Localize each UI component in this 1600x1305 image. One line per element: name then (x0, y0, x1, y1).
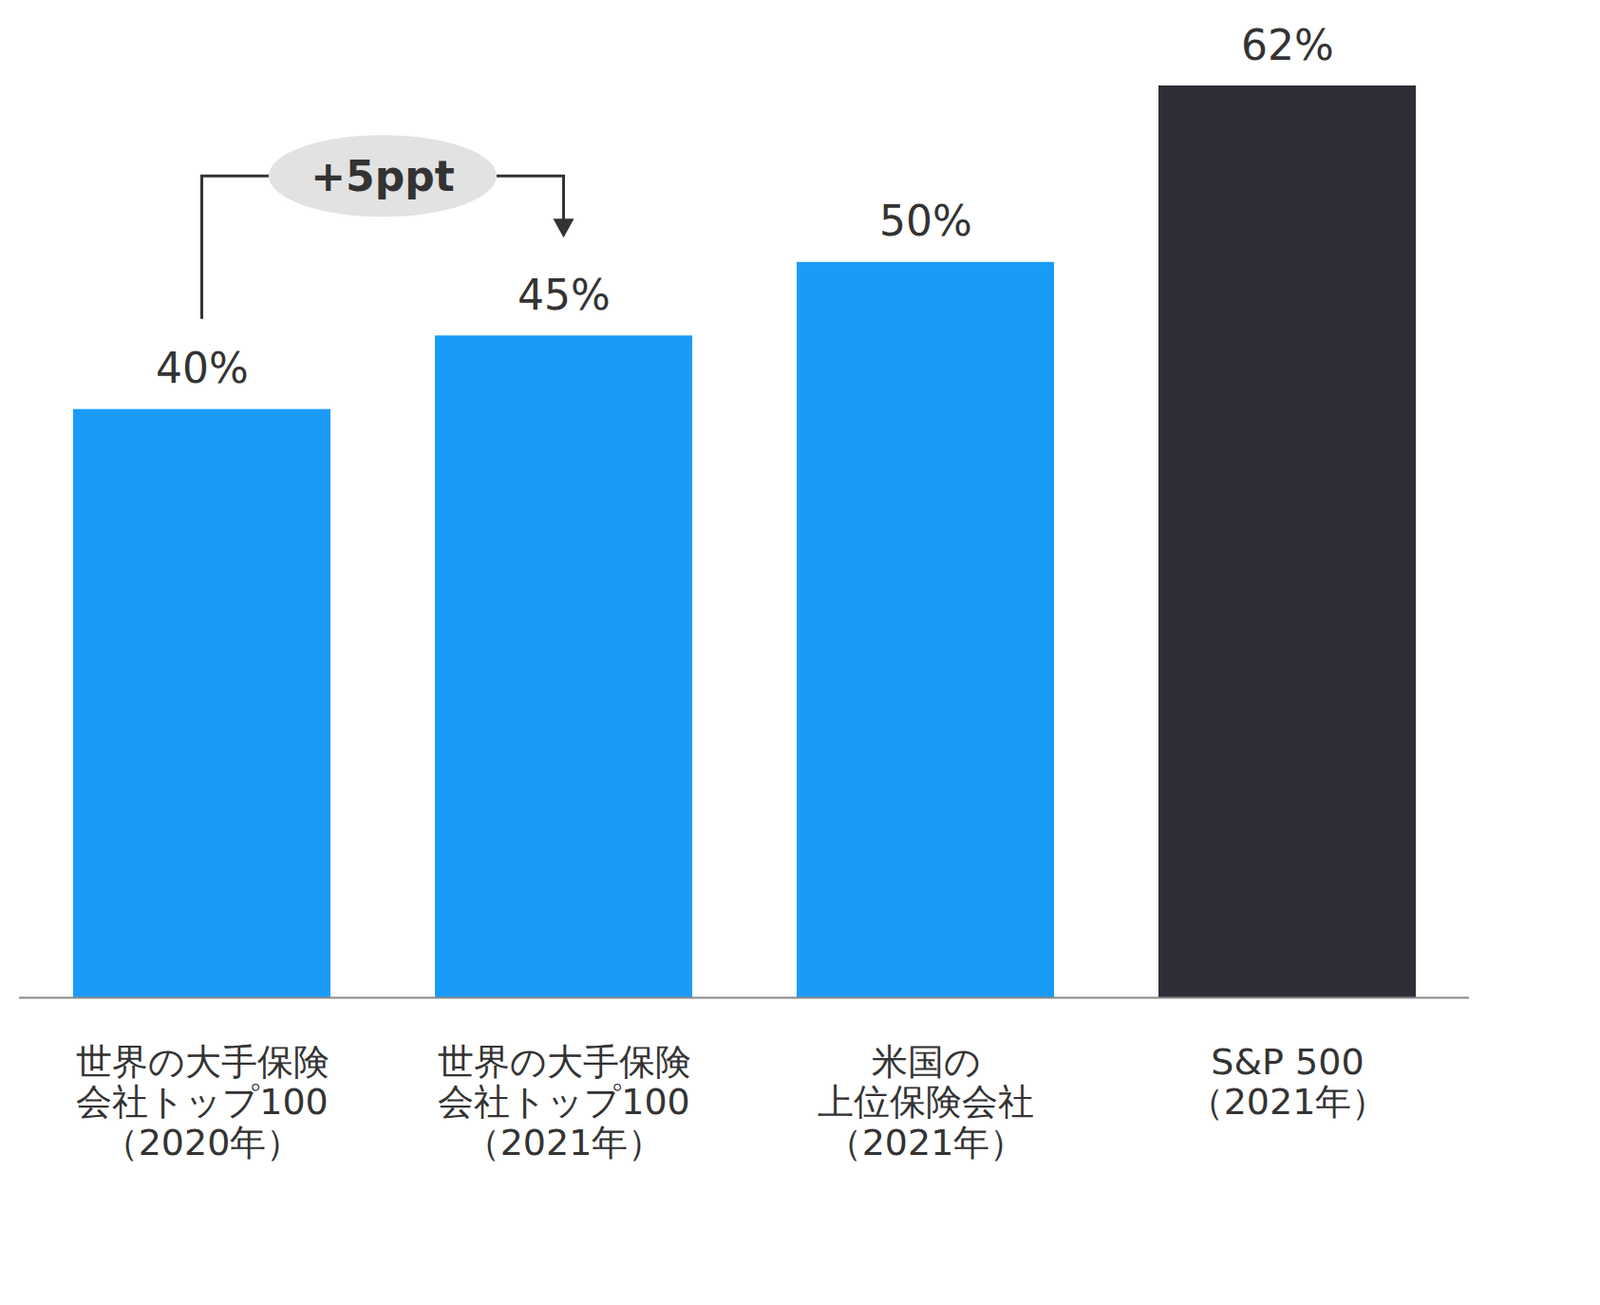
svg-text:世界の大手保険会社トップ100（2020年）: 世界の大手保険会社トップ100（2020年） (75, 1040, 330, 1164)
svg-text:40%: 40% (155, 343, 249, 393)
svg-text:+5ppt: +5ppt (310, 151, 455, 201)
svg-text:世界の大手保険会社トップ100（2021年）: 世界の大手保険会社トップ100（2021年） (437, 1040, 692, 1164)
svg-text:62%: 62% (1241, 20, 1335, 70)
svg-text:45%: 45% (517, 270, 611, 320)
svg-text:S&P 500（2021年）: S&P 500（2021年） (1187, 1040, 1389, 1124)
svg-text:50%: 50% (879, 196, 973, 245)
svg-text:米国の上位保険会社（2021年）: 米国の上位保険会社（2021年） (817, 1040, 1035, 1164)
